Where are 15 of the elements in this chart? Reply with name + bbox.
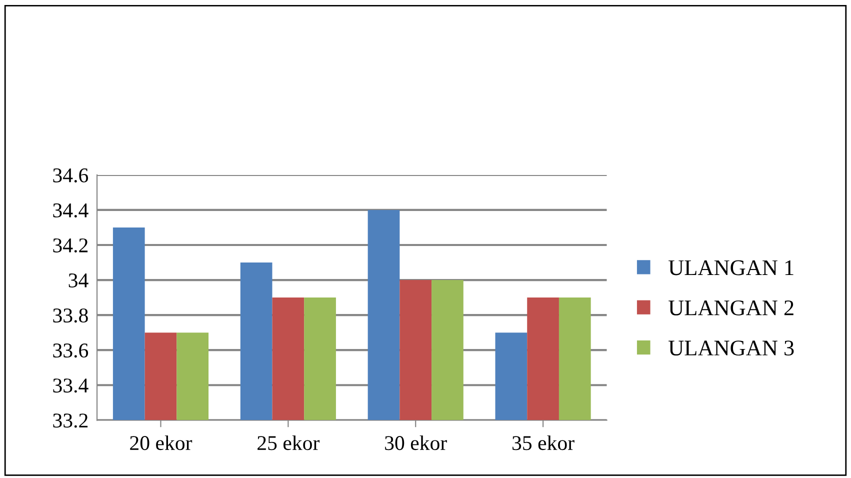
y-tick-label: 34.2 [53,238,88,253]
y-tick-label: 34.6 [53,168,88,182]
y-tick-label: 33.6 [53,344,88,358]
legend-label: ULANGAN 1 [668,260,794,276]
x-tick-label: 20 ekor [130,435,192,450]
x-tick-label: 30 ekor [385,435,447,450]
legend-label: ULANGAN 3 [668,340,794,356]
y-tick-label: 33.8 [53,308,88,323]
x-tick-label: 25 ekor [258,435,320,450]
y-tick-label: 33.4 [53,378,88,393]
x-tick-label: 35 ekor [512,435,574,450]
legend-label: ULANGAN 2 [668,300,794,316]
y-tick-label: 34 [68,273,88,288]
y-tick-label: 33.2 [53,414,88,428]
y-tick-label: 34.4 [53,203,88,218]
